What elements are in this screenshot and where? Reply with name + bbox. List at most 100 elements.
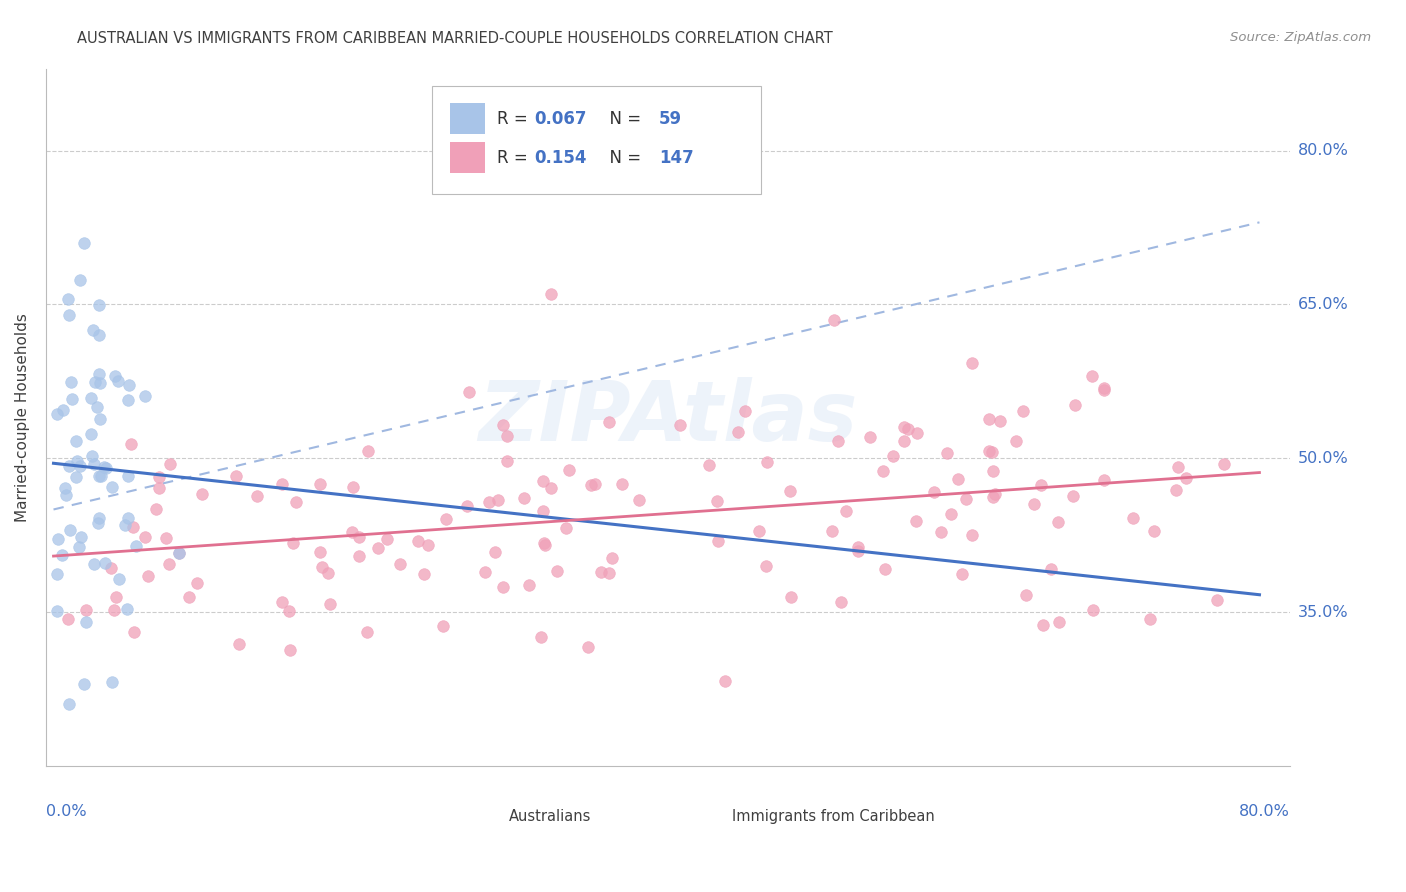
Point	[58, 308, 80, 322]
Point	[136, 569, 159, 583]
Point	[167, 546, 190, 560]
Point	[155, 531, 177, 545]
Point	[191, 487, 214, 501]
Point	[357, 443, 380, 458]
Point	[87, 328, 110, 343]
Point	[58, 698, 80, 712]
Point	[457, 385, 479, 400]
Point	[484, 544, 506, 558]
Point	[56, 612, 79, 626]
Point	[755, 559, 778, 574]
Point	[748, 524, 770, 538]
Point	[600, 551, 623, 566]
Point	[122, 625, 145, 640]
Point	[388, 557, 411, 571]
Point	[875, 562, 897, 576]
Point	[107, 374, 129, 388]
Point	[65, 453, 87, 467]
Point	[1092, 381, 1115, 395]
Point	[948, 472, 970, 486]
Point	[598, 566, 620, 580]
Point	[848, 541, 870, 555]
Point	[134, 389, 156, 403]
Point	[1047, 615, 1070, 629]
Point	[159, 457, 181, 471]
Point	[531, 503, 554, 517]
Point	[375, 532, 398, 546]
Point	[311, 560, 333, 574]
Point	[406, 534, 429, 549]
Text: 80.0%: 80.0%	[1298, 143, 1348, 158]
Point	[342, 524, 364, 539]
Point	[1046, 515, 1069, 529]
Point	[835, 504, 858, 518]
Point	[89, 298, 111, 312]
Point	[755, 454, 778, 468]
Point	[271, 595, 294, 609]
Point	[517, 578, 540, 592]
Text: 59: 59	[659, 110, 682, 128]
Text: 65.0%: 65.0%	[1298, 297, 1348, 312]
Point	[706, 494, 728, 508]
Point	[1167, 459, 1189, 474]
Text: 80.0%: 80.0%	[1239, 805, 1289, 819]
Point	[513, 491, 536, 505]
Point	[65, 434, 87, 449]
Point	[69, 273, 91, 287]
Point	[70, 530, 93, 544]
Point	[1064, 398, 1087, 412]
Point	[628, 492, 651, 507]
Point	[714, 673, 737, 688]
Point	[101, 674, 124, 689]
Point	[73, 235, 96, 250]
Point	[727, 425, 749, 440]
Point	[89, 376, 111, 390]
Point	[80, 449, 103, 463]
Point	[83, 457, 105, 471]
Point	[707, 533, 730, 548]
Point	[1081, 603, 1104, 617]
FancyBboxPatch shape	[468, 807, 496, 833]
Point	[1029, 477, 1052, 491]
Point	[859, 430, 882, 444]
Point	[984, 487, 1007, 501]
Point	[988, 414, 1011, 428]
Point	[125, 539, 148, 553]
Point	[929, 525, 952, 540]
Point	[121, 520, 143, 534]
Point	[897, 422, 920, 436]
Point	[540, 481, 562, 495]
Text: R =: R =	[498, 110, 533, 128]
Point	[1012, 404, 1035, 418]
Point	[52, 403, 75, 417]
Point	[492, 418, 515, 433]
Point	[58, 459, 80, 474]
Point	[367, 541, 389, 555]
Point	[1174, 471, 1197, 485]
Point	[1015, 588, 1038, 602]
Text: 35.0%: 35.0%	[1298, 605, 1348, 620]
Point	[1139, 612, 1161, 626]
Point	[100, 561, 122, 575]
Point	[45, 408, 67, 422]
Point	[94, 557, 117, 571]
Point	[547, 565, 569, 579]
Point	[1094, 473, 1116, 487]
Point	[823, 313, 845, 327]
Point	[86, 401, 108, 415]
Point	[950, 566, 973, 581]
Point	[955, 491, 977, 506]
Point	[104, 368, 127, 383]
Point	[75, 615, 97, 630]
Text: Australians: Australians	[509, 809, 591, 824]
Point	[456, 499, 478, 513]
Point	[73, 677, 96, 691]
Point	[89, 412, 111, 426]
Point	[228, 637, 250, 651]
Point	[555, 521, 578, 535]
FancyBboxPatch shape	[450, 142, 485, 173]
Point	[960, 528, 983, 542]
Text: Source: ZipAtlas.com: Source: ZipAtlas.com	[1230, 31, 1371, 45]
Point	[1032, 618, 1054, 632]
Point	[349, 530, 371, 544]
